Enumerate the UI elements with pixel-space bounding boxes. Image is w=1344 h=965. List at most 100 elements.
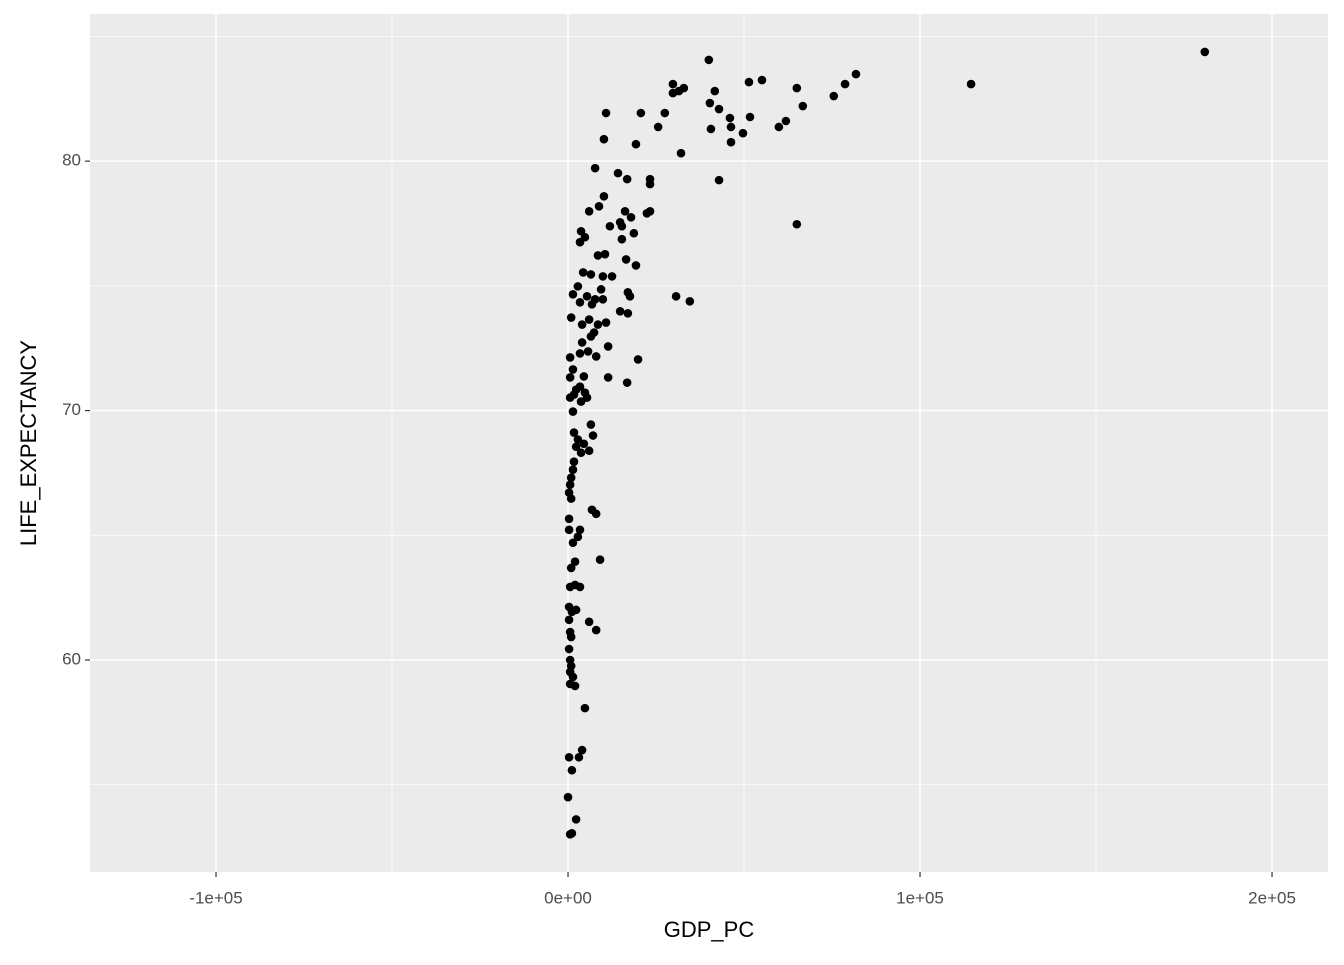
point <box>574 752 584 762</box>
point <box>583 347 593 356</box>
point <box>599 134 609 144</box>
point <box>565 480 575 489</box>
point <box>645 179 655 189</box>
point <box>573 435 583 444</box>
point <box>568 538 578 548</box>
point <box>593 251 603 260</box>
point <box>617 221 627 231</box>
point <box>966 79 976 89</box>
x-tick-label: 0e+00 <box>544 888 592 907</box>
y-axis-title: LIFE_EXPECTANCY <box>16 340 41 547</box>
point <box>586 270 596 279</box>
point <box>607 272 617 281</box>
point <box>565 353 575 362</box>
point <box>579 439 589 449</box>
point <box>568 407 578 416</box>
point <box>564 752 574 762</box>
point <box>626 212 636 222</box>
x-tick-label: -1e+05 <box>189 888 242 907</box>
point <box>714 104 724 114</box>
point <box>620 206 630 216</box>
point <box>605 221 615 231</box>
point <box>714 175 724 185</box>
point <box>792 83 802 93</box>
point <box>596 285 606 294</box>
point <box>566 313 576 322</box>
point <box>594 202 604 211</box>
point <box>576 448 586 458</box>
y-tick-label: 80 <box>62 151 81 170</box>
point <box>840 79 850 89</box>
point <box>566 473 576 482</box>
point <box>629 228 639 238</box>
point <box>577 745 587 755</box>
point <box>598 272 608 281</box>
point <box>577 338 587 347</box>
point <box>623 309 633 318</box>
y-tick-label: 70 <box>62 400 81 419</box>
point <box>566 494 576 503</box>
point <box>565 582 575 592</box>
point <box>600 249 610 259</box>
point <box>757 75 767 85</box>
point <box>613 168 623 178</box>
point <box>633 355 643 364</box>
point <box>571 442 581 452</box>
point <box>636 108 646 118</box>
point <box>578 268 588 277</box>
point <box>798 101 808 111</box>
point <box>671 292 681 301</box>
point <box>567 765 577 775</box>
point <box>584 315 594 324</box>
point <box>577 320 587 329</box>
point <box>566 632 576 642</box>
point <box>591 352 601 361</box>
point <box>744 77 754 87</box>
point <box>738 128 748 138</box>
point <box>575 237 585 247</box>
point <box>792 219 802 229</box>
point <box>568 672 578 682</box>
point <box>725 113 735 123</box>
point <box>851 69 861 79</box>
point <box>570 557 580 567</box>
point <box>601 108 611 118</box>
x-tick-label: 1e+05 <box>896 888 944 907</box>
point <box>586 420 596 429</box>
point <box>584 617 594 627</box>
point <box>586 332 596 341</box>
point <box>575 525 585 535</box>
point <box>584 206 594 216</box>
point <box>591 625 601 635</box>
point <box>568 365 578 374</box>
panel <box>90 14 1328 872</box>
point <box>595 555 605 565</box>
x-axis-title: GDP_PC <box>664 917 755 942</box>
point <box>705 98 715 108</box>
point <box>575 298 585 307</box>
point <box>573 532 583 542</box>
y-tick-label: 60 <box>62 649 81 668</box>
point <box>591 509 601 519</box>
point <box>571 815 581 824</box>
point <box>567 607 577 617</box>
point <box>580 703 590 713</box>
point <box>568 465 578 474</box>
point <box>575 349 585 358</box>
point <box>622 378 632 387</box>
point <box>564 514 574 524</box>
point <box>781 116 791 126</box>
point <box>603 342 613 351</box>
point <box>631 261 641 270</box>
point <box>569 457 579 467</box>
point <box>668 79 678 89</box>
point <box>829 91 839 101</box>
point <box>565 393 575 402</box>
point <box>570 681 580 691</box>
point <box>568 290 578 299</box>
point <box>676 148 686 158</box>
point <box>642 208 652 218</box>
point <box>653 122 663 132</box>
point <box>584 446 594 456</box>
point <box>587 300 597 309</box>
